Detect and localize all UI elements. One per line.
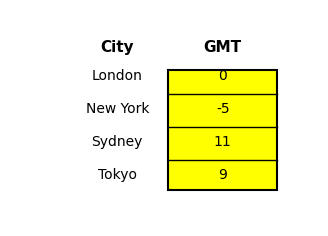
Text: London: London xyxy=(92,69,143,84)
Text: New York: New York xyxy=(86,102,149,116)
Text: -5: -5 xyxy=(216,102,230,116)
Text: 9: 9 xyxy=(218,168,227,182)
Text: GMT: GMT xyxy=(204,40,242,55)
Text: Sydney: Sydney xyxy=(92,135,143,149)
Bar xyxy=(168,70,277,190)
Text: Tokyo: Tokyo xyxy=(98,168,137,182)
Text: 11: 11 xyxy=(214,135,232,149)
Text: City: City xyxy=(100,40,134,55)
Text: 0: 0 xyxy=(218,69,227,84)
